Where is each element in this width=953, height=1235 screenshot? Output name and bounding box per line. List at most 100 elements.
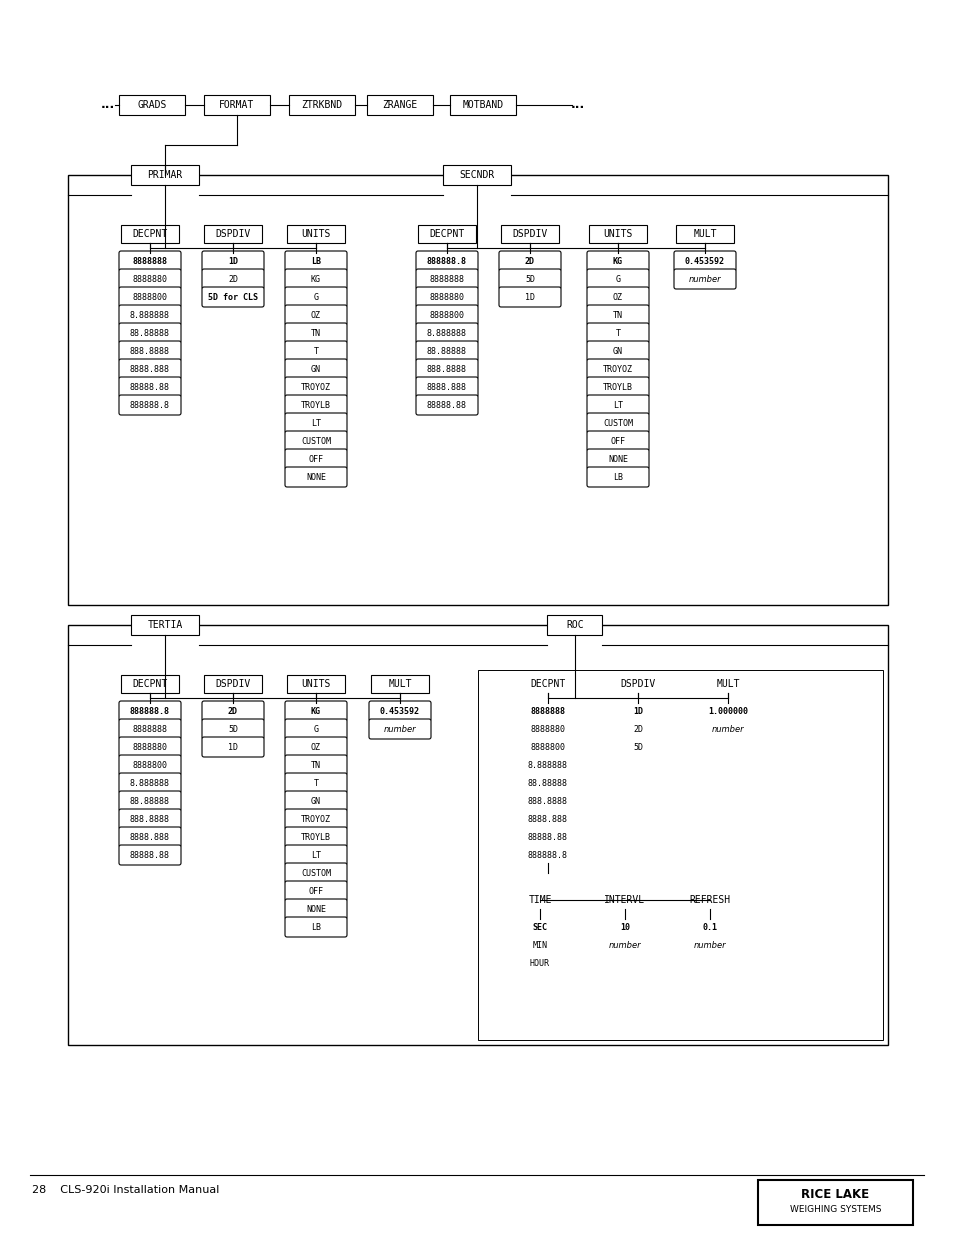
Bar bbox=[204, 225, 262, 243]
Bar bbox=[479, 873, 859, 1032]
Text: GN: GN bbox=[311, 797, 320, 805]
FancyBboxPatch shape bbox=[517, 701, 578, 721]
Bar bbox=[450, 95, 516, 115]
FancyBboxPatch shape bbox=[517, 737, 578, 757]
FancyBboxPatch shape bbox=[586, 305, 648, 325]
FancyBboxPatch shape bbox=[606, 701, 668, 721]
FancyBboxPatch shape bbox=[586, 377, 648, 396]
Text: DSPDIV: DSPDIV bbox=[215, 679, 251, 689]
FancyBboxPatch shape bbox=[510, 935, 569, 955]
FancyBboxPatch shape bbox=[202, 737, 264, 757]
Text: 888.8888: 888.8888 bbox=[427, 364, 467, 373]
Text: 8888.888: 8888.888 bbox=[130, 832, 170, 841]
FancyBboxPatch shape bbox=[517, 809, 578, 829]
FancyBboxPatch shape bbox=[119, 341, 181, 361]
Bar bbox=[367, 95, 433, 115]
Text: NONE: NONE bbox=[306, 473, 326, 482]
Text: UNITS: UNITS bbox=[602, 228, 632, 240]
Text: TROYOZ: TROYOZ bbox=[301, 383, 331, 391]
FancyBboxPatch shape bbox=[119, 251, 181, 270]
FancyBboxPatch shape bbox=[285, 251, 347, 270]
Text: 88888.88: 88888.88 bbox=[130, 383, 170, 391]
Text: 888888.8: 888888.8 bbox=[130, 400, 170, 410]
Text: 8.888888: 8.888888 bbox=[130, 778, 170, 788]
Bar bbox=[289, 95, 355, 115]
Text: 8888888: 8888888 bbox=[132, 257, 168, 266]
FancyBboxPatch shape bbox=[586, 251, 648, 270]
Bar bbox=[518, 676, 577, 693]
Text: NONE: NONE bbox=[306, 904, 326, 914]
Text: MOTBAND: MOTBAND bbox=[462, 100, 503, 110]
Text: 10: 10 bbox=[619, 923, 629, 931]
Text: 2D: 2D bbox=[228, 274, 237, 284]
Bar bbox=[509, 890, 571, 909]
Text: 888888.8: 888888.8 bbox=[427, 257, 467, 266]
Text: T: T bbox=[314, 347, 318, 356]
FancyBboxPatch shape bbox=[285, 395, 347, 415]
Text: 1D: 1D bbox=[524, 293, 535, 301]
Text: number: number bbox=[383, 725, 416, 734]
Text: DECPNT: DECPNT bbox=[132, 228, 168, 240]
FancyBboxPatch shape bbox=[416, 341, 477, 361]
FancyBboxPatch shape bbox=[119, 269, 181, 289]
FancyBboxPatch shape bbox=[595, 935, 654, 955]
Text: RICE LAKE: RICE LAKE bbox=[801, 1188, 868, 1200]
FancyBboxPatch shape bbox=[517, 719, 578, 739]
FancyBboxPatch shape bbox=[517, 755, 578, 776]
Text: DECPNT: DECPNT bbox=[132, 679, 168, 689]
Bar bbox=[547, 615, 602, 635]
FancyBboxPatch shape bbox=[606, 737, 668, 757]
Text: T: T bbox=[314, 778, 318, 788]
Text: GRADS: GRADS bbox=[137, 100, 167, 110]
Text: OFF: OFF bbox=[610, 436, 625, 446]
Text: REFRESH: REFRESH bbox=[689, 895, 730, 905]
Text: DECPNT: DECPNT bbox=[530, 679, 565, 689]
FancyBboxPatch shape bbox=[285, 790, 347, 811]
Text: OZ: OZ bbox=[311, 742, 320, 752]
FancyBboxPatch shape bbox=[119, 809, 181, 829]
FancyBboxPatch shape bbox=[119, 701, 181, 721]
Text: PRIMAR: PRIMAR bbox=[147, 170, 182, 180]
Text: UNITS: UNITS bbox=[301, 679, 331, 689]
Text: LB: LB bbox=[311, 257, 320, 266]
FancyBboxPatch shape bbox=[119, 755, 181, 776]
Text: 8888800: 8888800 bbox=[530, 742, 565, 752]
Bar bbox=[131, 165, 199, 185]
Text: 88.88888: 88.88888 bbox=[130, 329, 170, 337]
Text: TROYLB: TROYLB bbox=[301, 400, 331, 410]
Text: TERTIA: TERTIA bbox=[147, 620, 182, 630]
Text: SEC: SEC bbox=[532, 923, 547, 931]
Text: 8888800: 8888800 bbox=[132, 293, 168, 301]
FancyBboxPatch shape bbox=[285, 863, 347, 883]
Text: number: number bbox=[688, 274, 720, 284]
FancyBboxPatch shape bbox=[369, 701, 431, 721]
Text: 2D: 2D bbox=[524, 257, 535, 266]
FancyBboxPatch shape bbox=[285, 450, 347, 469]
Bar bbox=[588, 225, 646, 243]
Bar bbox=[68, 175, 887, 605]
FancyBboxPatch shape bbox=[679, 935, 739, 955]
Bar bbox=[68, 625, 887, 1045]
FancyBboxPatch shape bbox=[586, 467, 648, 487]
FancyBboxPatch shape bbox=[285, 827, 347, 847]
Text: CUSTOM: CUSTOM bbox=[602, 419, 633, 427]
FancyBboxPatch shape bbox=[416, 305, 477, 325]
Text: 28    CLS-920i Installation Manual: 28 CLS-920i Installation Manual bbox=[32, 1186, 219, 1195]
Bar bbox=[442, 165, 511, 185]
FancyBboxPatch shape bbox=[586, 431, 648, 451]
FancyBboxPatch shape bbox=[606, 719, 668, 739]
FancyBboxPatch shape bbox=[119, 395, 181, 415]
FancyBboxPatch shape bbox=[586, 450, 648, 469]
Text: 888888.8: 888888.8 bbox=[527, 851, 567, 860]
Text: 88.88888: 88.88888 bbox=[527, 778, 567, 788]
Text: ...: ... bbox=[570, 99, 584, 111]
Text: KG: KG bbox=[613, 257, 622, 266]
Text: 8888.888: 8888.888 bbox=[527, 815, 567, 824]
Text: 5D: 5D bbox=[524, 274, 535, 284]
Text: CUSTOM: CUSTOM bbox=[301, 436, 331, 446]
Text: 1D: 1D bbox=[228, 257, 237, 266]
Text: TROYOZ: TROYOZ bbox=[301, 815, 331, 824]
Text: 88888.88: 88888.88 bbox=[427, 400, 467, 410]
Text: 88.88888: 88.88888 bbox=[130, 797, 170, 805]
Text: 8888880: 8888880 bbox=[132, 274, 168, 284]
